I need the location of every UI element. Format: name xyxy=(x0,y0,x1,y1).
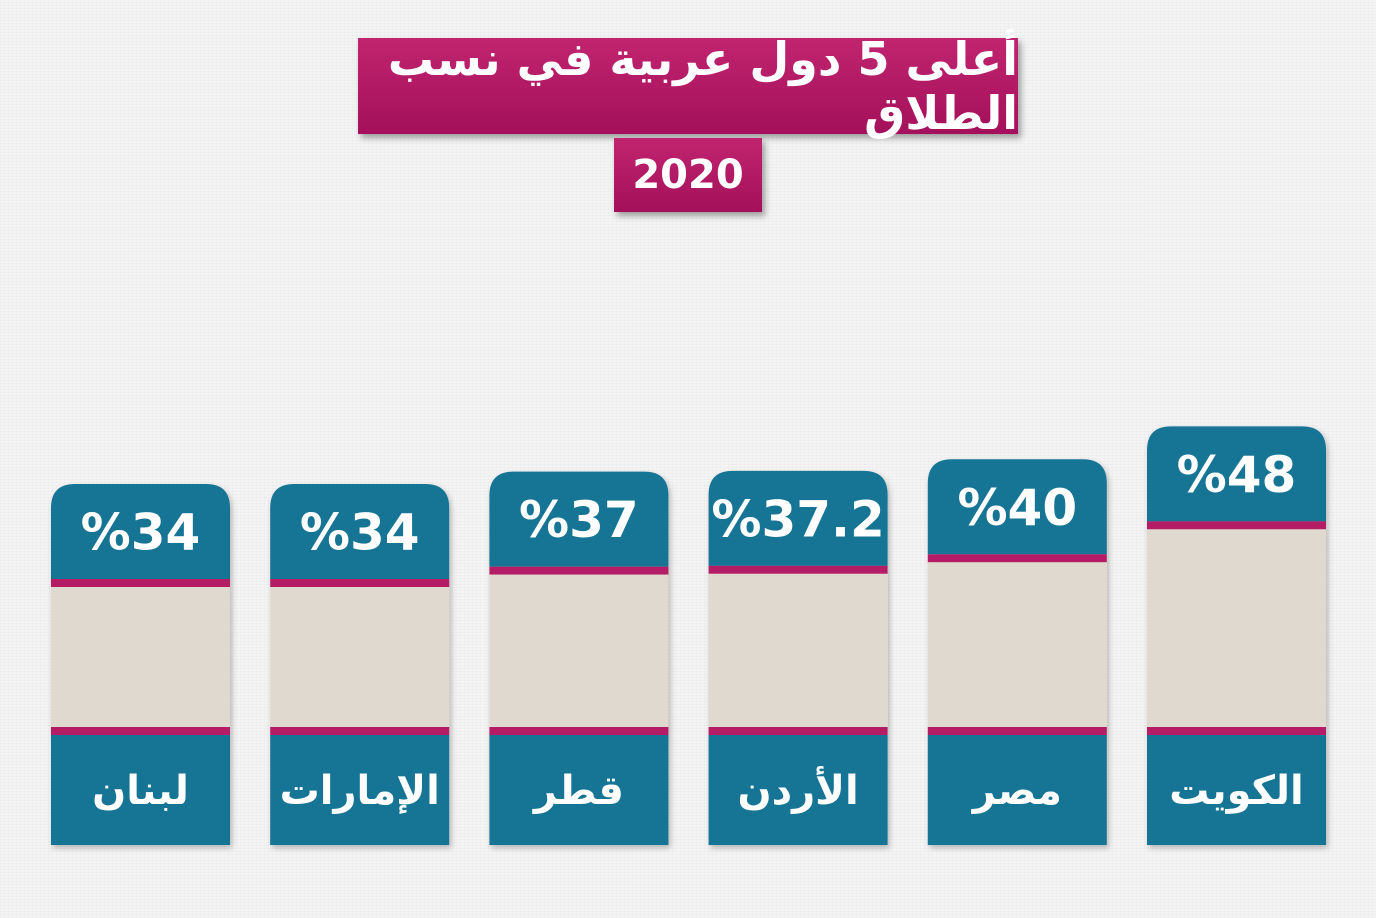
bar-value-cap xyxy=(51,484,230,579)
data-label: %37.2 xyxy=(711,490,884,548)
bar-top-stripe xyxy=(927,554,1107,563)
bar-value-cap xyxy=(927,459,1107,555)
bar-bottom-stripe xyxy=(489,727,669,735)
category-label-box xyxy=(708,735,888,845)
category-label-box xyxy=(51,735,230,845)
bar xyxy=(927,562,1107,727)
data-label: %37 xyxy=(519,491,639,549)
category-label-box xyxy=(927,735,1107,845)
bar-top-stripe xyxy=(708,565,888,574)
bar-group xyxy=(51,484,230,845)
bar xyxy=(489,574,669,727)
bar-bottom-stripe xyxy=(51,727,230,735)
bar-bottom-stripe xyxy=(1147,727,1326,735)
bar xyxy=(1147,529,1326,727)
category-label: الأردن xyxy=(737,765,858,814)
chart-year: 2020 xyxy=(614,138,762,212)
bar-bottom-stripe xyxy=(708,727,888,735)
bar-group xyxy=(927,459,1107,845)
category-label: الإمارات xyxy=(280,768,440,814)
bar-value-cap xyxy=(1147,426,1326,522)
category-label: مصر xyxy=(971,768,1062,814)
bar-group xyxy=(270,484,450,845)
bar-bottom-stripe xyxy=(270,727,450,735)
category-label-box xyxy=(489,735,669,845)
bar-top-stripe xyxy=(270,579,450,587)
bar-top-stripe xyxy=(1147,521,1326,530)
bar-top-stripe xyxy=(51,579,230,587)
bar-value-cap xyxy=(708,470,888,566)
bar xyxy=(51,587,230,727)
bar-group xyxy=(489,471,669,845)
bar xyxy=(270,587,450,727)
category-label-box xyxy=(270,735,450,845)
bar-top-stripe xyxy=(489,566,669,575)
bar-value-cap xyxy=(270,484,450,579)
category-label-box xyxy=(1147,735,1326,845)
bar-value-cap xyxy=(489,471,669,567)
bar-group xyxy=(1147,426,1326,845)
data-label: %34 xyxy=(81,504,201,562)
bar-group xyxy=(708,470,888,845)
data-label: %48 xyxy=(1177,446,1297,504)
bar xyxy=(708,573,888,727)
category-label: الكويت xyxy=(1169,768,1303,814)
bar-bottom-stripe xyxy=(927,727,1107,735)
data-label: %34 xyxy=(300,504,420,562)
category-label: لبنان xyxy=(92,768,189,814)
data-label: %40 xyxy=(957,479,1077,537)
category-label: قطر xyxy=(532,768,624,814)
chart-title: أعلى 5 دول عربية في نسب الطلاق xyxy=(358,32,1018,140)
